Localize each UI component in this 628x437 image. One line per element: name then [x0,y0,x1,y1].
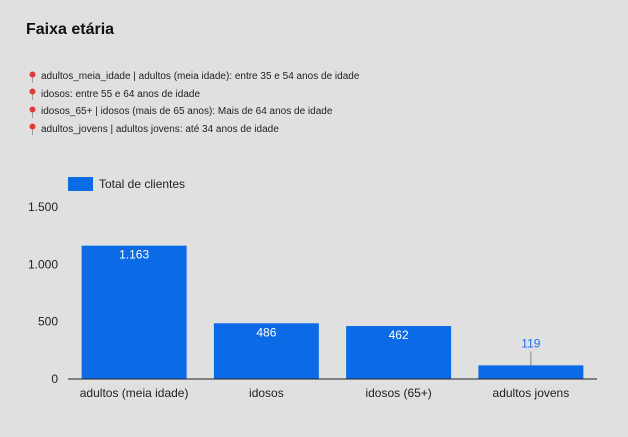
data-label: 119 [521,336,540,350]
y-tick-label: 0 [51,372,58,386]
map-pin-icon [29,106,36,118]
map-pin-icon [29,123,36,136]
map-pin-icon [29,88,36,101]
bar [81,245,187,379]
bar [346,326,452,379]
note-text: adultos_jovens | adultos jovens: até 34 … [41,123,279,135]
data-label: 486 [256,325,276,339]
bar [213,323,319,379]
note-text: idosos_65+ | idosos (mais de 65 anos): M… [41,106,333,118]
note-text: adultos_meia_idade | adultos (meia idade… [41,71,360,83]
note-item: idosos: entre 55 e 64 anos de idade [28,86,359,104]
map-pin-icon [29,71,36,83]
notes-list: adultos_meia_idade | adultos (meia idade… [28,68,359,138]
x-tick-label: adultos (meia idade) [80,386,189,400]
y-tick-label: 1.000 [28,257,58,271]
legend-swatch [68,177,93,191]
note-item: idosos_65+ | idosos (mais de 65 anos): M… [28,103,359,121]
data-label: 1.163 [119,248,149,262]
x-tick-label: adultos jovens [493,386,570,400]
y-tick-label: 500 [38,315,58,329]
note-item: adultos_jovens | adultos jovens: até 34 … [28,121,359,139]
legend[interactable]: Total de clientes [68,177,185,191]
bar [478,365,584,379]
chart-title: Faixa etária [26,21,115,38]
x-tick-label: idosos [249,386,284,400]
legend-label: Total de clientes [99,177,186,191]
x-tick-label: idosos (65+) [365,386,431,400]
note-text: idosos: entre 55 e 64 anos de idade [41,88,201,100]
y-tick-label: 1.500 [28,200,58,214]
note-item: adultos_meia_idade | adultos (meia idade… [28,68,359,86]
data-label: 462 [389,328,409,342]
